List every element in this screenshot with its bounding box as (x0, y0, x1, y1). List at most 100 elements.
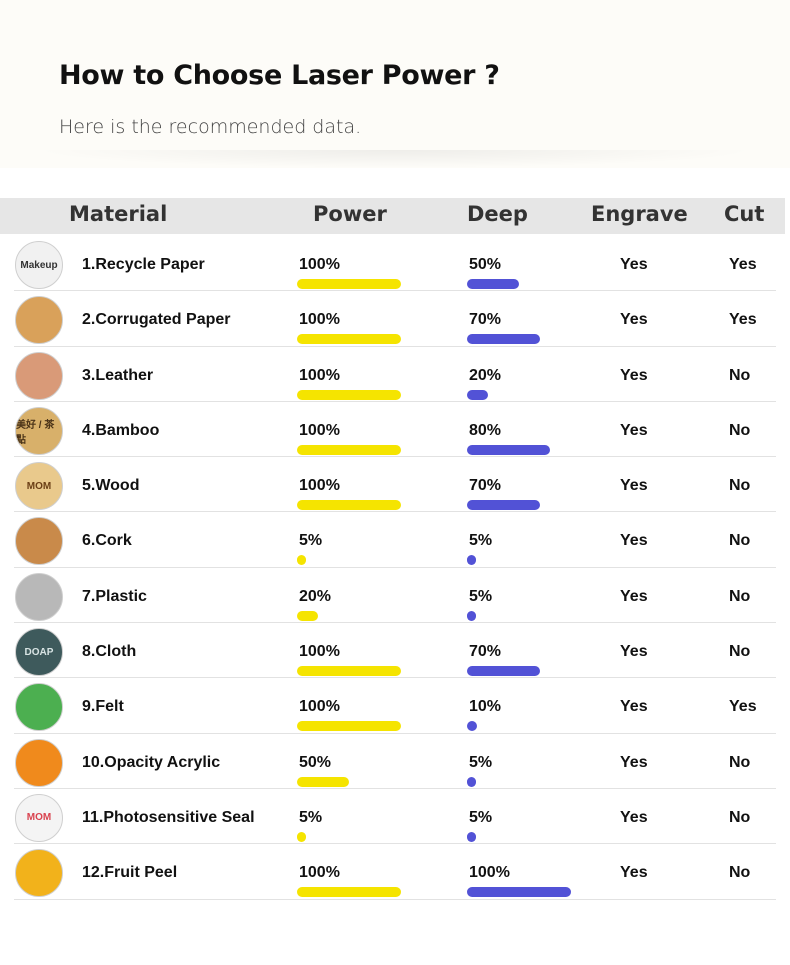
power-value: 100% (299, 366, 340, 384)
material-name: 10.Opacity Acrylic (82, 753, 221, 771)
cut-value: No (729, 421, 751, 439)
material-thumbnail: MOM (15, 793, 63, 842)
material-name: 12.Fruit Peel (82, 864, 178, 882)
header-shadow (30, 150, 760, 168)
deep-bar (467, 389, 488, 400)
column-header-power: Power (313, 202, 387, 226)
deep-value: 50% (469, 256, 502, 273)
power-bar (297, 887, 401, 898)
deep-value: 70% (469, 477, 502, 495)
column-header-engrave: Engrave (591, 202, 688, 226)
deep-value: 5% (469, 753, 493, 771)
table-row: 10.Opacity Acrylic 50% 5% Yes No (14, 734, 776, 789)
material-name: 3.Leather (82, 366, 154, 384)
power-value: 50% (299, 753, 332, 771)
power-value: 5% (299, 808, 323, 826)
material-thumbnail (15, 296, 63, 345)
deep-bar (467, 500, 540, 511)
material-name: 5.Wood (82, 477, 140, 495)
thumbnail-label: MOM (26, 812, 52, 824)
deep-bar (467, 610, 476, 621)
power-bar (297, 776, 349, 787)
page-subtitle: Here is the recommended data. (59, 116, 362, 138)
column-header-material: Material (69, 202, 168, 226)
engrave-value: Yes (620, 864, 648, 882)
deep-bar (467, 887, 571, 898)
table-row: 3.Leather 100% 20% Yes No (14, 347, 776, 402)
cut-value: Yes (729, 698, 757, 716)
deep-value: 20% (469, 366, 502, 384)
engrave-value: Yes (620, 366, 648, 384)
deep-bar (467, 279, 519, 289)
material-name: 7.Plastic (82, 587, 147, 605)
thumbnail-label: DOAP (24, 646, 54, 658)
power-bar (297, 444, 401, 455)
table-row: 12.Fruit Peel 100% 100% Yes No (14, 844, 776, 900)
deep-bar (467, 776, 476, 787)
table-row: 美好 / 茶點 4.Bamboo 100% 80% Yes No (14, 402, 776, 458)
material-thumbnail (15, 572, 63, 621)
deep-value: 10% (469, 698, 502, 716)
material-thumbnail: 美好 / 茶點 (15, 406, 63, 455)
engrave-value: Yes (620, 532, 648, 550)
power-value: 100% (299, 256, 340, 273)
page-header: How to Choose Laser Power ? Here is the … (0, 0, 790, 168)
power-value: 100% (299, 698, 340, 716)
thumbnail-label: 美好 / 茶點 (16, 419, 55, 446)
material-name: 9.Felt (82, 698, 124, 716)
deep-value: 80% (469, 421, 502, 439)
power-bar (297, 555, 306, 566)
power-value: 100% (299, 864, 340, 882)
power-bar (297, 831, 306, 842)
engrave-value: Yes (620, 256, 648, 273)
cut-value: No (729, 643, 751, 661)
cut-value: No (729, 477, 751, 495)
engrave-value: Yes (620, 698, 648, 716)
cut-value: No (729, 808, 751, 826)
engrave-value: Yes (620, 311, 648, 329)
deep-bar (467, 555, 476, 566)
deep-value: 5% (469, 808, 493, 826)
column-header-cut: Cut (724, 202, 765, 226)
page-title: How to Choose Laser Power ? (59, 60, 500, 91)
power-value: 100% (299, 421, 340, 439)
material-thumbnail (15, 351, 63, 400)
thumbnail-label: Makeup (20, 259, 58, 271)
material-thumbnail (15, 738, 63, 787)
cut-value: No (729, 864, 751, 882)
material-thumbnail: MOM (15, 462, 63, 511)
material-thumbnail: Makeup (15, 241, 63, 289)
table-row: 7.Plastic 20% 5% Yes No (14, 568, 776, 624)
materials-table-body: Makeup 1.Recycle Paper 100% 50% Yes Yes … (0, 236, 790, 900)
power-bar (297, 721, 401, 732)
material-name: 4.Bamboo (82, 421, 160, 439)
deep-value: 5% (469, 532, 493, 550)
material-name: 6.Cork (82, 532, 132, 550)
table-row: 6.Cork 5% 5% Yes No (14, 512, 776, 568)
engrave-value: Yes (620, 643, 648, 661)
cut-value: No (729, 753, 751, 771)
thumbnail-label: MOM (26, 480, 52, 492)
cut-value: No (729, 587, 751, 605)
material-name: 2.Corrugated Paper (82, 311, 231, 329)
cut-value: No (729, 366, 751, 384)
engrave-value: Yes (620, 587, 648, 605)
table-row: 2.Corrugated Paper 100% 70% Yes Yes (14, 291, 776, 347)
table-row: DOAP 8.Cloth 100% 70% Yes No (14, 623, 776, 679)
deep-value: 100% (469, 864, 510, 882)
table-row: MOM 11.Photosensitive Seal 5% 5% Yes No (14, 789, 776, 845)
engrave-value: Yes (620, 421, 648, 439)
deep-bar (467, 666, 540, 677)
power-value: 20% (299, 587, 332, 605)
power-bar (297, 279, 401, 289)
table-row: MOM 5.Wood 100% 70% Yes No (14, 457, 776, 513)
deep-bar (467, 334, 540, 345)
engrave-value: Yes (620, 753, 648, 771)
deep-value: 70% (469, 643, 502, 661)
material-name: 11.Photosensitive Seal (82, 808, 255, 826)
column-header-deep: Deep (467, 202, 528, 226)
power-value: 100% (299, 311, 340, 329)
material-thumbnail: DOAP (15, 628, 63, 677)
power-bar (297, 666, 401, 677)
material-thumbnail (15, 517, 63, 566)
